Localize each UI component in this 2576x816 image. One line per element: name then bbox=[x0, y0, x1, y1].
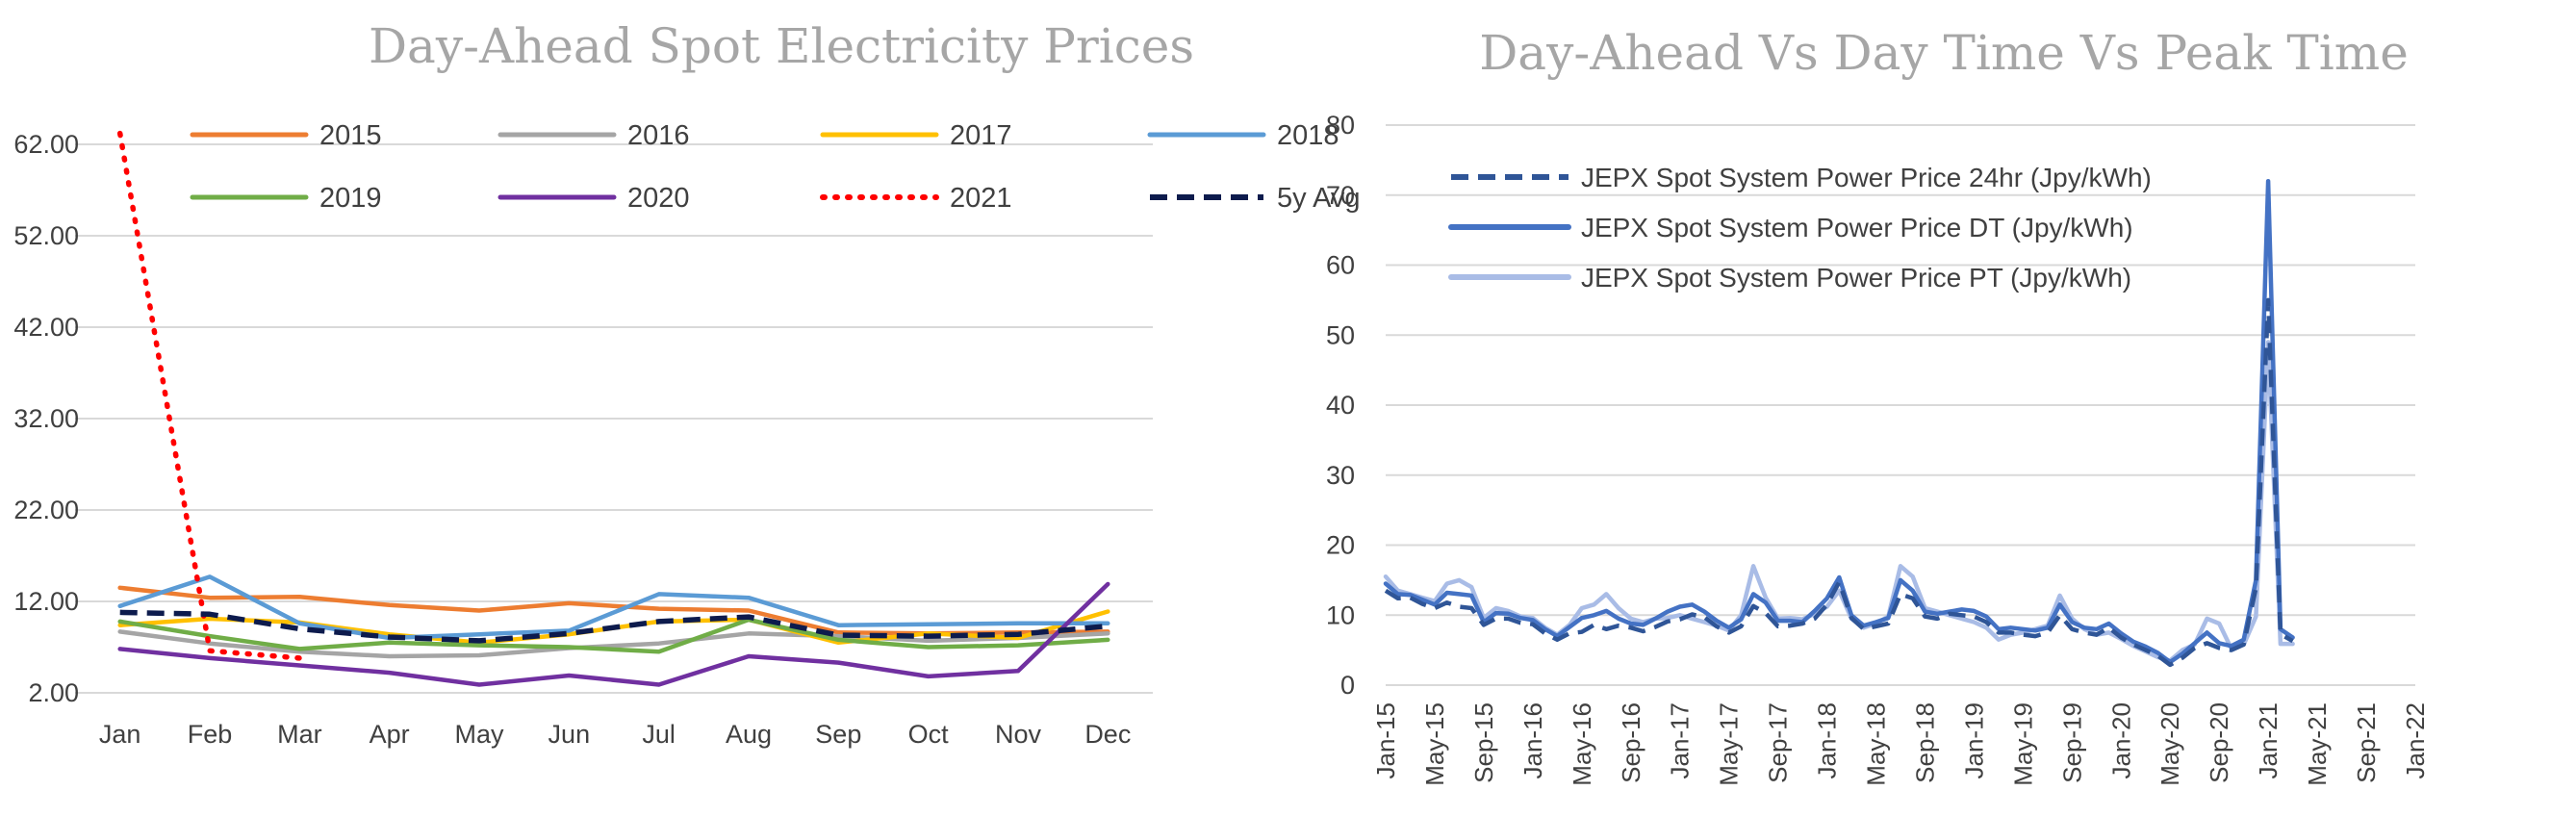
chart2-x-tick-label: Sep-15 bbox=[1469, 702, 1498, 783]
chart1-legend-label: 2018 bbox=[1277, 120, 1339, 151]
chart2-gridlines bbox=[1386, 124, 2415, 686]
chart1-legend-label: 2015 bbox=[319, 120, 382, 151]
chart2-legend-label: JEPX Spot System Power Price PT (Jpy/kWh… bbox=[1581, 263, 2131, 293]
chart1-series-line-2018 bbox=[117, 574, 1110, 641]
chart2-series-line-jepx-spot-system-power-price-dt-jpy-kwh bbox=[1383, 178, 2295, 665]
chart1-x-tick-label: Jul bbox=[642, 720, 676, 749]
chart1-legend-label: 2021 bbox=[950, 183, 1012, 214]
chart1-y-axis: 62.00 52.00 42.00 32.00 22.00 12.00 2.00 bbox=[13, 130, 79, 707]
chart1-x-tick-label: Nov bbox=[995, 720, 1042, 749]
chart2-x-tick-label: May-17 bbox=[1715, 702, 1744, 786]
chart1-series-line-2021 bbox=[116, 130, 303, 661]
chart2-x-tick-label: Jan-19 bbox=[1959, 702, 1988, 779]
chart1-legend-label: 2019 bbox=[319, 183, 382, 214]
chart1-x-tick-label: Jun bbox=[548, 720, 591, 749]
chart2-y-tick-label: 80 bbox=[1326, 111, 1355, 140]
chart2-x-tick-label: Jan-22 bbox=[2401, 702, 2430, 779]
chart2-title: Day-Ahead Vs Day Time Vs Peak Time bbox=[1479, 25, 2409, 81]
chart2-x-tick-label: May-18 bbox=[1862, 702, 1891, 786]
chart2-y-tick-label: 0 bbox=[1340, 671, 1355, 700]
chart1-y-tick-label: 42.00 bbox=[13, 313, 79, 342]
chart1-legend-label: 5y Avg bbox=[1277, 183, 1361, 214]
chart2-y-tick-label: 30 bbox=[1326, 461, 1355, 490]
chart2-x-tick-label: Jan-15 bbox=[1371, 702, 1400, 779]
chart1-y-tick-label: 32.00 bbox=[13, 404, 79, 433]
chart1-x-tick-label: Feb bbox=[188, 720, 233, 749]
chart2-x-tick-label: Jan-21 bbox=[2254, 702, 2283, 779]
chart1-x-tick-label: Dec bbox=[1084, 720, 1131, 749]
chart1-series-line-2019 bbox=[117, 617, 1110, 654]
chart2-series bbox=[1383, 178, 2295, 668]
chart2-y-tick-label: 10 bbox=[1326, 600, 1355, 629]
chart-day-ahead-vs-daytime-vs-peak: Day-Ahead Vs Day Time Vs Peak Time 80 70 6… bbox=[1326, 25, 2430, 786]
chart2-x-tick-label: Jan-17 bbox=[1666, 702, 1695, 779]
chart2-x-tick-label: May-16 bbox=[1568, 702, 1596, 786]
chart1-x-axis: Jan Feb Mar Apr May Jun Jul Aug Sep Oct Nov Dec bbox=[99, 720, 1131, 749]
chart2-x-tick-label: May-21 bbox=[2303, 702, 2332, 786]
chart1-series-line-2016 bbox=[117, 629, 1110, 659]
chart2-y-tick-label: 20 bbox=[1326, 531, 1355, 560]
chart2-x-tick-label: Sep-20 bbox=[2205, 702, 2233, 783]
chart2-x-tick-label: May-15 bbox=[1420, 702, 1449, 786]
chart2-legend: JEPX Spot System Power Price 24hr (Jpy/k… bbox=[1448, 163, 2152, 293]
chart1-x-tick-label: Aug bbox=[726, 720, 772, 749]
chart1-y-tick-label: 12.00 bbox=[13, 587, 79, 616]
chart2-y-tick-label: 70 bbox=[1326, 181, 1355, 210]
chart2-series-line-jepx-spot-system-power-price-pt-jpy-kwh bbox=[1383, 340, 2295, 663]
chart1-legend-label: 2017 bbox=[950, 120, 1012, 151]
chart1-series bbox=[116, 130, 1110, 687]
chart1-legend: 2015 2016 2017 2018 2019 2020 2021 5y Avg bbox=[190, 120, 1361, 214]
chart2-x-tick-label: Jan-18 bbox=[1813, 702, 1842, 779]
chart2-x-tick-label: Sep-16 bbox=[1617, 702, 1645, 783]
chart2-x-tick-label: Jan-20 bbox=[2106, 702, 2135, 779]
chart2-series-line-jepx-spot-system-power-price-24hr-jpy-kwh bbox=[1384, 297, 2294, 668]
chart1-series-line-2020 bbox=[117, 581, 1110, 687]
chart1-x-tick-label: Sep bbox=[815, 720, 861, 749]
chart1-x-tick-label: Mar bbox=[277, 720, 322, 749]
chart1-y-tick-label: 2.00 bbox=[28, 678, 79, 707]
chart1-series-line-5y-avg bbox=[119, 609, 1109, 644]
chart2-y-tick-label: 40 bbox=[1326, 391, 1355, 420]
chart2-y-tick-label: 60 bbox=[1326, 251, 1355, 280]
chart1-y-tick-label: 52.00 bbox=[13, 221, 79, 250]
chart1-legend-label: 2020 bbox=[627, 183, 690, 214]
chart2-y-axis: 80 70 60 50 40 30 20 10 0 bbox=[1326, 111, 1355, 700]
chart2-legend-label: JEPX Spot System Power Price DT (Jpy/kWh… bbox=[1581, 213, 2133, 242]
chart1-y-tick-label: 22.00 bbox=[13, 496, 79, 524]
chart1-y-tick-label: 62.00 bbox=[13, 130, 79, 159]
chart2-x-tick-label: May-19 bbox=[2008, 702, 2037, 786]
chart2-x-tick-label: Sep-18 bbox=[1910, 702, 1939, 783]
chart1-x-tick-label: May bbox=[454, 720, 504, 749]
chart2-x-tick-label: Sep-17 bbox=[1764, 702, 1793, 783]
chart-day-ahead-spot-prices: Day-Ahead Spot Electricity Prices 62.00 5… bbox=[13, 18, 1360, 749]
chart2-x-axis: Jan-15 May-15 Sep-15 Jan-16 May-16 Sep-16 Jan-… bbox=[1371, 702, 2430, 786]
chart1-legend-label: 2016 bbox=[627, 120, 690, 151]
chart1-x-tick-label: Apr bbox=[370, 720, 410, 749]
chart2-legend-label: JEPX Spot System Power Price 24hr (Jpy/k… bbox=[1581, 163, 2152, 192]
chart2-x-tick-label: Jan-16 bbox=[1518, 702, 1547, 779]
chart1-x-tick-label: Jan bbox=[99, 720, 141, 749]
chart2-x-tick-label: Sep-21 bbox=[2352, 702, 2381, 783]
chart2-y-tick-label: 50 bbox=[1326, 320, 1355, 349]
chart2-x-tick-label: Sep-19 bbox=[2057, 702, 2086, 783]
chart2-x-tick-label: May-20 bbox=[2155, 702, 2184, 786]
chart1-x-tick-label: Oct bbox=[908, 720, 950, 749]
chart1-title: Day-Ahead Spot Electricity Prices bbox=[369, 18, 1194, 74]
